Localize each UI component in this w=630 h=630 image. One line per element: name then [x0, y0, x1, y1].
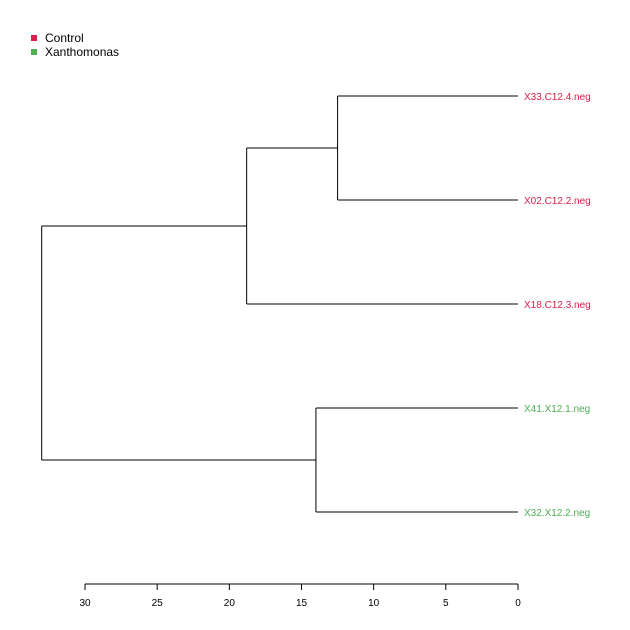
leaf-label: X41.X12.1.neg: [524, 404, 590, 415]
x-axis-tick-label: 15: [296, 598, 308, 609]
x-axis-tick-label: 10: [368, 598, 380, 609]
x-axis: 30 25 20 15 10 5 0: [79, 583, 521, 609]
x-axis-tick-label: 0: [515, 598, 521, 609]
leaf-label: X32.X12.2.neg: [524, 508, 590, 519]
legend-entry-xanthomonas: Xanthomonas: [31, 45, 119, 59]
legend-swatch-xanthomonas: [31, 49, 37, 55]
leaf-label: X02.C12.2.neg: [524, 196, 591, 207]
x-axis-tick-label: 5: [443, 598, 449, 609]
legend: Control Xanthomonas: [31, 31, 119, 59]
leaf-label: X33.C12.4.neg: [524, 92, 591, 103]
legend-label-control: Control: [45, 31, 84, 45]
leaf-labels: X33.C12.4.neg X02.C12.2.neg X18.C12.3.neg X…: [524, 92, 591, 519]
leaf-label: X18.C12.3.neg: [524, 300, 591, 311]
legend-label-xanthomonas: Xanthomonas: [45, 45, 120, 59]
legend-swatch-control: [31, 35, 37, 41]
dendrogram-branches: [41, 95, 518, 513]
x-axis-tick-label: 20: [224, 598, 236, 609]
legend-entry-control: Control: [31, 31, 119, 45]
x-axis-tick-label: 30: [79, 598, 91, 609]
x-axis-tick-label: 25: [152, 598, 164, 609]
